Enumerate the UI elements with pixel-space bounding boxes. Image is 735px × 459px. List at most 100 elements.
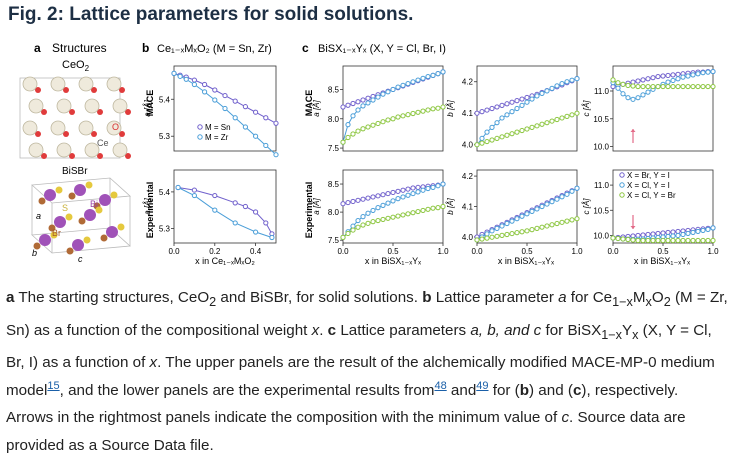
- data-point: [340, 139, 346, 145]
- data-point: [385, 89, 391, 95]
- data-point: [554, 196, 560, 202]
- x-tick-label: 0.0: [168, 247, 180, 256]
- panel-b-letter: b: [142, 41, 149, 55]
- data-point: [177, 73, 183, 79]
- data-point: [499, 102, 505, 108]
- data-point: [529, 124, 535, 130]
- bisbr-label: BiSBr: [62, 166, 88, 177]
- data-point: [375, 205, 381, 211]
- data-point: [420, 187, 426, 193]
- xlabel-c-a: x in BiSX₁₋ₓYₓ: [365, 256, 421, 266]
- br-atom-label: Br: [52, 228, 61, 238]
- data-point: [670, 83, 676, 90]
- data-point: [430, 106, 436, 112]
- data-point: [479, 135, 485, 142]
- data-point: [395, 213, 401, 219]
- data-point: [484, 107, 490, 113]
- data-point: [253, 209, 259, 215]
- chart-c-c-bottom: 10.0 10.5 11.0 0.0 0.5 1.0 c [Å]: [582, 169, 719, 256]
- oxygen-atom: [91, 131, 97, 137]
- data-point: [499, 223, 505, 229]
- data-point: [360, 126, 366, 132]
- oxygen-atom: [97, 153, 103, 159]
- data-point: [559, 81, 565, 87]
- data-point: [191, 192, 197, 199]
- bi-atom-label: Bi: [90, 199, 98, 209]
- data-point: [655, 73, 661, 80]
- caption-text: (X, Y = Cl, Br, I) as a function of: [6, 321, 712, 372]
- caption-text: M: [632, 289, 646, 306]
- data-point: [710, 83, 716, 90]
- reference-link-48[interactable]: 48: [434, 379, 447, 392]
- bromine-atom: [33, 242, 41, 250]
- caption-text: Lattice parameter: [431, 289, 559, 306]
- caption-sub: x: [632, 327, 639, 342]
- caption-italic: x: [149, 354, 158, 372]
- data-point: [410, 79, 416, 85]
- data-point: [253, 229, 259, 235]
- reference-link-49[interactable]: 49: [476, 379, 489, 392]
- data-point: [360, 196, 366, 202]
- data-point: [675, 232, 681, 239]
- data-point: [559, 219, 565, 225]
- data-point: [191, 77, 197, 83]
- data-point: [685, 230, 691, 237]
- legend: M = SnM = Zr: [197, 123, 231, 142]
- figure-caption: a The starting structures, CeO2 and BiSB…: [6, 284, 728, 459]
- bromine-atom: [38, 197, 46, 205]
- data-point: [365, 210, 371, 216]
- panel-b-header: Ce₁₋ₓMₓO₂ (M = Sn, Zr): [157, 43, 272, 55]
- data-point: [380, 216, 386, 223]
- data-point: [509, 131, 515, 137]
- data-point: [395, 114, 401, 120]
- data-point: [620, 81, 626, 87]
- data-point: [645, 237, 651, 244]
- data-point: [549, 118, 555, 124]
- data-point: [640, 83, 646, 90]
- caption-text: . The upper panels are the result of the…: [6, 354, 715, 399]
- data-point: [175, 184, 181, 191]
- data-point: [484, 235, 490, 241]
- data-point: [499, 232, 505, 238]
- data-point: [405, 186, 411, 192]
- reference-link-15[interactable]: 15: [47, 379, 60, 392]
- data-point: [345, 199, 351, 206]
- cerium-atom: [50, 76, 66, 92]
- data-point: [360, 97, 366, 103]
- data-point: [524, 99, 530, 105]
- data-point: [519, 102, 525, 108]
- data-point: [640, 77, 646, 83]
- data-point: [559, 115, 565, 121]
- data-point: [564, 79, 570, 85]
- panel-a: a Structures CeO2 Ce O BiSBr S Bi Br a b…: [19, 41, 131, 264]
- data-point: [390, 198, 396, 204]
- data-point: [355, 224, 361, 230]
- data-point: [504, 231, 510, 238]
- data-point: [514, 129, 520, 135]
- data-point: [355, 99, 361, 105]
- data-point: [645, 89, 651, 95]
- data-point: [690, 229, 696, 236]
- data-point: [232, 200, 238, 206]
- x-tick-label: 0.5: [657, 247, 669, 256]
- data-point: [202, 89, 208, 95]
- data-point: [705, 69, 711, 75]
- y-tick-label: 4.2: [462, 172, 474, 181]
- legend-label: M = Sn: [205, 123, 231, 132]
- oxygen-atom: [41, 153, 47, 159]
- data-point: [479, 236, 485, 242]
- data-point: [350, 113, 356, 119]
- data-point: [650, 237, 656, 244]
- data-point: [375, 120, 381, 127]
- data-point: [504, 132, 510, 138]
- data-point: [534, 206, 540, 212]
- data-point: [710, 68, 716, 75]
- data-point: [375, 94, 381, 100]
- x-tick-label: 0.2: [209, 247, 221, 256]
- data-point: [360, 103, 366, 109]
- bismuth-atom: [39, 234, 51, 246]
- bismuth-atom: [84, 209, 96, 221]
- data-point: [549, 199, 555, 205]
- cerium-atom: [50, 120, 66, 136]
- data-point: [435, 105, 441, 111]
